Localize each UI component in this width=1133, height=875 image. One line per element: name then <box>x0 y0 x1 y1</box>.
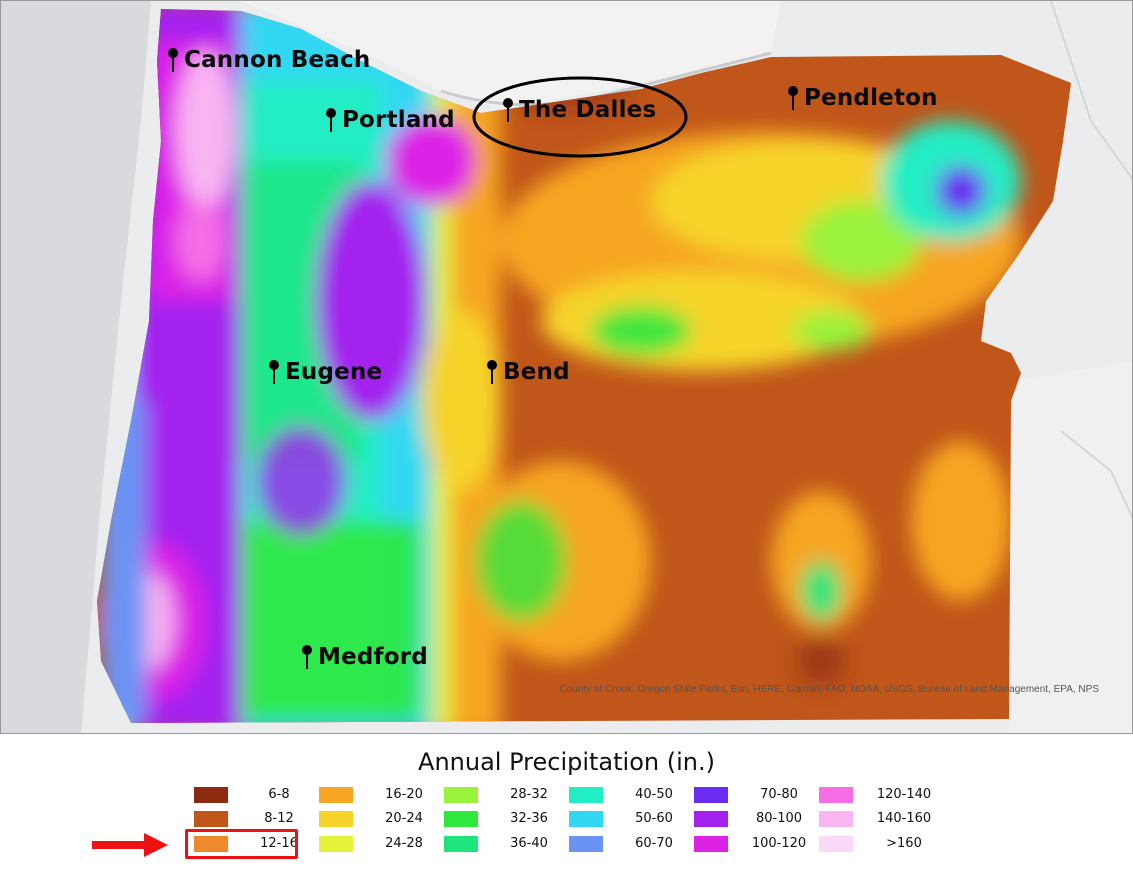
legend-swatch <box>694 787 728 803</box>
map-pin-icon <box>501 97 515 123</box>
legend-swatch <box>569 836 603 852</box>
city-label: Bend <box>503 359 570 385</box>
map-pin-icon <box>267 359 281 385</box>
legend-title: Annual Precipitation (in.) <box>418 748 715 776</box>
map-pin-icon <box>166 47 180 73</box>
city-marker-medford[interactable]: Medford <box>300 644 428 670</box>
map-pin-icon <box>324 107 338 133</box>
red-arrow-icon <box>92 833 168 857</box>
legend-swatch <box>444 836 478 852</box>
precipitation-map[interactable]: Cannon Beach Portland The Dalles Pendlet… <box>0 0 1133 734</box>
legend-swatch <box>444 787 478 803</box>
city-label: Cannon Beach <box>184 47 371 73</box>
legend-label: 32-36 <box>510 811 548 826</box>
legend-swatch <box>194 811 228 827</box>
map-pin-icon <box>300 644 314 670</box>
oregon-map-graphic <box>1 1 1132 733</box>
legend-label: 60-70 <box>635 836 673 851</box>
legend-swatch <box>319 787 353 803</box>
map-attribution: County of Crook, Oregon State Parks, Esr… <box>559 684 1099 695</box>
legend-label: 70-80 <box>760 787 798 802</box>
legend-swatch <box>319 836 353 852</box>
legend-swatch <box>444 811 478 827</box>
city-label: Portland <box>342 107 455 133</box>
legend-swatch <box>819 787 853 803</box>
legend-swatch <box>694 811 728 827</box>
legend-label: 12-16 <box>260 836 298 851</box>
city-marker-eugene[interactable]: Eugene <box>267 359 382 385</box>
city-label: Eugene <box>285 359 383 385</box>
legend-highlight-box <box>185 829 298 859</box>
legend-label: 8-12 <box>264 811 294 826</box>
legend-label: 140-160 <box>876 811 932 826</box>
city-marker-cannon-beach[interactable]: Cannon Beach <box>166 47 370 73</box>
legend-label: 40-50 <box>635 787 673 802</box>
legend-swatch <box>319 811 353 827</box>
the-dalles-highlight-ellipse <box>472 76 688 158</box>
legend-label: 6-8 <box>268 787 290 802</box>
city-marker-portland[interactable]: Portland <box>324 107 455 133</box>
city-marker-pendleton[interactable]: Pendleton <box>786 85 938 111</box>
city-label: Medford <box>318 644 428 670</box>
legend-label: 50-60 <box>635 811 673 826</box>
map-pin-icon <box>786 85 800 111</box>
legend-label: 80-100 <box>755 811 803 826</box>
legend-label: 28-32 <box>510 787 548 802</box>
city-marker-the-dalles[interactable]: The Dalles <box>501 97 656 123</box>
legend-swatch <box>819 836 853 852</box>
legend-swatch <box>194 787 228 803</box>
map-pin-icon <box>485 359 499 385</box>
legend-swatch <box>569 787 603 803</box>
legend-label: 16-20 <box>385 787 423 802</box>
legend-label: 120-140 <box>876 787 932 802</box>
legend-label: 36-40 <box>510 836 548 851</box>
legend-swatch <box>194 836 228 852</box>
legend-label: 100-120 <box>751 836 807 851</box>
city-label: Pendleton <box>804 85 938 111</box>
legend-swatch <box>569 811 603 827</box>
legend-swatch <box>819 811 853 827</box>
city-label: The Dalles <box>519 97 657 123</box>
legend-label: >160 <box>886 836 922 851</box>
legend-swatch <box>694 836 728 852</box>
legend-label: 20-24 <box>385 811 423 826</box>
city-marker-bend[interactable]: Bend <box>485 359 570 385</box>
legend-label: 24-28 <box>385 836 423 851</box>
